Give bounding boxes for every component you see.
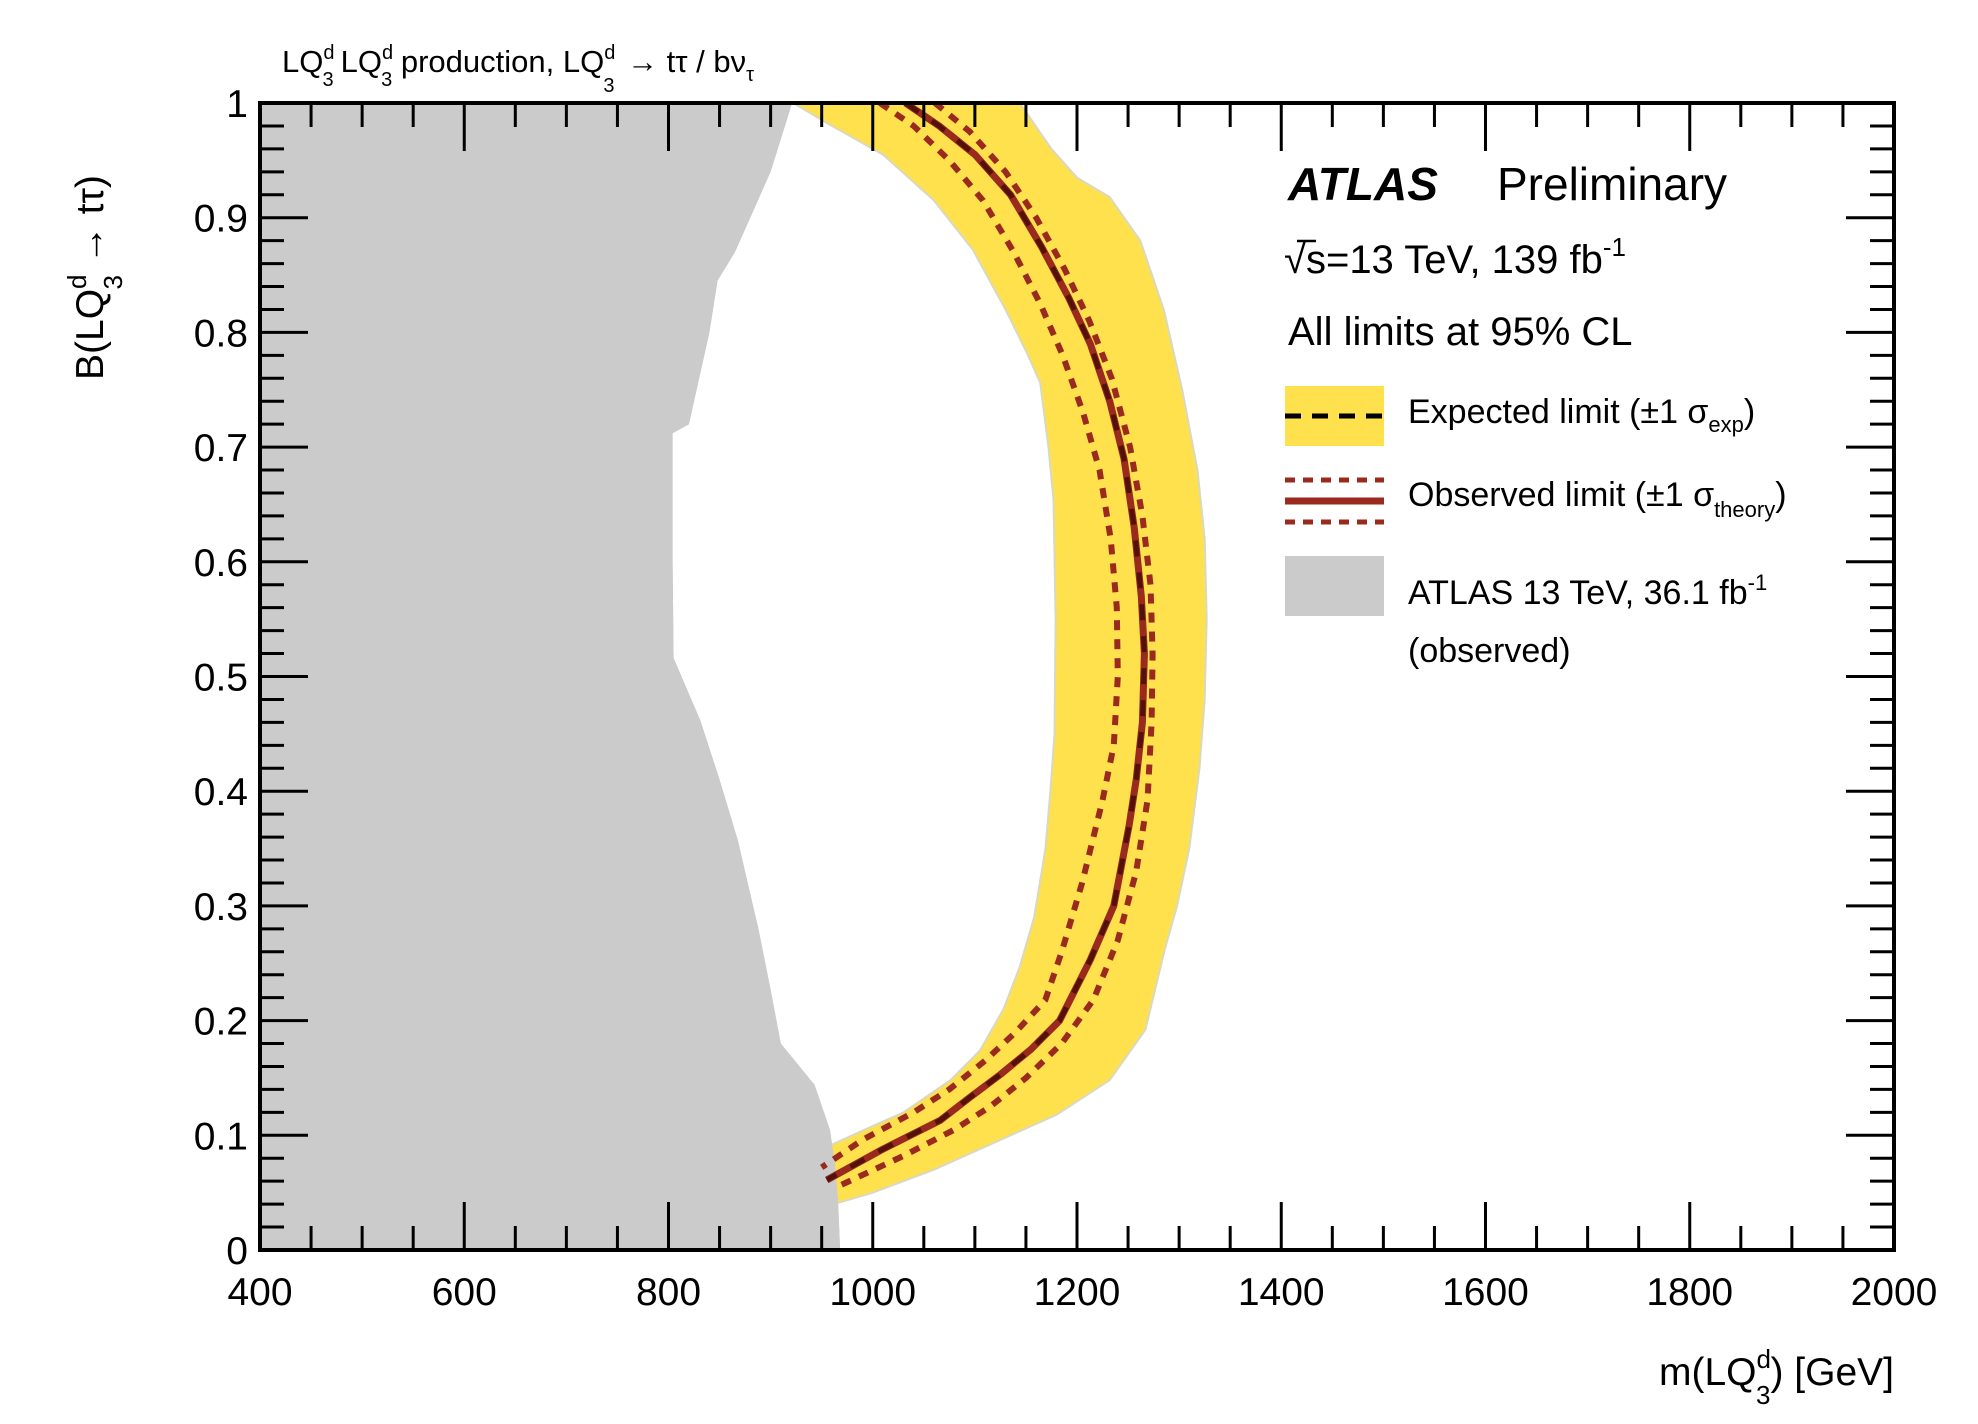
energy-text: s=13 TeV, 139 fb	[1306, 238, 1603, 282]
legend-expected-sub: exp	[1708, 412, 1743, 437]
xlabel-post: ) [GeV]	[1770, 1351, 1894, 1394]
x-tick-label: 1000	[829, 1271, 916, 1314]
y-tick-label: 0.4	[194, 771, 248, 814]
sqrt-symbol: √	[1284, 238, 1306, 282]
y-tick-label: 0	[226, 1230, 248, 1273]
y-tick-label: 0.8	[194, 312, 248, 355]
legend-expected-post: )	[1744, 393, 1755, 431]
legend-label-observed: Observed limit (±1 σtheory)	[1408, 476, 1787, 522]
title-production: production,	[392, 44, 563, 79]
xlabel-sup: d	[1757, 1344, 1771, 1374]
expected-limit-line	[825, 103, 1147, 1183]
legend-label-expected: Expected limit (±1 σexp)	[1408, 393, 1755, 437]
y-tick-label: 0.1	[194, 1115, 248, 1158]
y-tick-label: 0.3	[194, 886, 248, 929]
x-tick-label: 800	[636, 1271, 701, 1314]
cl-label: All limits at 95% CL	[1288, 310, 1633, 354]
title-tau-sub: τ	[746, 64, 754, 86]
legend-previous-sup: -1	[1748, 570, 1768, 595]
y-tick-label: 0.6	[194, 542, 248, 585]
y-tick-label: 0.7	[194, 427, 248, 470]
x-tick-labels: 400 600 800 1000 1200 1400 1600 1800 2000	[227, 1271, 1937, 1314]
chart-title: LQd 3LQd 3 production, LQd 3 → tτ / bντ	[282, 42, 754, 97]
legend: Expected limit (±1 σexp) Observed limit …	[1285, 386, 1787, 670]
legend-label-previous: ATLAS 13 TeV, 36.1 fb-1	[1408, 570, 1767, 612]
title-sub-2: 3	[381, 69, 392, 91]
observed-plus-1sigma-line	[835, 103, 1156, 1190]
x-tick-label: 1200	[1034, 1271, 1121, 1314]
title-sub-1: 3	[322, 69, 333, 91]
legend-expected-pre: Expected limit (±1 σ	[1408, 393, 1708, 431]
x-axis-title: m(LQd 3) [GeV]	[1659, 1344, 1894, 1410]
energy-sup: -1	[1603, 232, 1626, 262]
ylabel-pre: B(LQ	[69, 289, 112, 380]
y-axis-title: B(LQd 3 → tτ)	[62, 175, 128, 380]
title-arrow-text: → tτ / bν	[618, 44, 746, 79]
preliminary-label: Preliminary	[1497, 158, 1727, 210]
y-tick-label: 0.9	[194, 198, 248, 241]
energy-label: √s=13 TeV, 139 fb-1	[1284, 232, 1626, 282]
x-tick-label: 1400	[1238, 1271, 1325, 1314]
ylabel-post: → tτ)	[69, 175, 112, 275]
title-sub-3: 3	[603, 75, 614, 97]
legend-entry-observed: Observed limit (±1 σtheory)	[1285, 476, 1787, 525]
x-tick-label: 1800	[1646, 1271, 1733, 1314]
title-sup-2: d	[382, 42, 393, 64]
title-lq-3: LQ	[563, 44, 604, 79]
title-lq-2: LQ	[341, 44, 382, 79]
y-tick-label: 0.2	[194, 1001, 248, 1044]
legend-observed-sub: theory	[1714, 497, 1775, 522]
legend-observed-post: )	[1775, 476, 1786, 514]
x-tick-label: 600	[432, 1271, 497, 1314]
xlabel-sub: 3	[1756, 1380, 1770, 1410]
x-tick-label: 400	[227, 1271, 292, 1314]
atlas-label: ATLAS	[1287, 158, 1438, 210]
y-tick-labels: 0 0.1 0.2 0.3 0.4 0.5 0.6 0.7 0.8 0.9 1	[194, 83, 248, 1273]
plot-area	[260, 103, 1208, 1250]
previous-exclusion-overlay	[260, 103, 841, 1250]
legend-label-previous-line2: (observed)	[1408, 632, 1571, 670]
legend-swatch-previous	[1285, 556, 1384, 616]
legend-entry-expected: Expected limit (±1 σexp)	[1285, 386, 1755, 446]
legend-previous-pre: ATLAS 13 TeV, 36.1 fb	[1408, 574, 1748, 612]
legend-observed-pre: Observed limit (±1 σ	[1408, 476, 1714, 514]
axes	[258, 101, 1896, 1252]
legend-entry-previous: ATLAS 13 TeV, 36.1 fb-1 (observed)	[1285, 556, 1767, 670]
ylabel-sup: d	[62, 275, 92, 289]
y-tick-label: 1	[226, 83, 248, 126]
ylabel-sub: 3	[98, 275, 128, 289]
y-tick-label: 0.5	[194, 657, 248, 700]
x-tick-label: 1600	[1442, 1271, 1529, 1314]
title-sup-3: d	[604, 42, 615, 64]
title-sup-1: d	[323, 42, 334, 64]
xlabel-pre: m(LQ	[1659, 1351, 1757, 1394]
title-lq-1: LQ	[282, 44, 323, 79]
x-tick-label: 2000	[1851, 1271, 1938, 1314]
